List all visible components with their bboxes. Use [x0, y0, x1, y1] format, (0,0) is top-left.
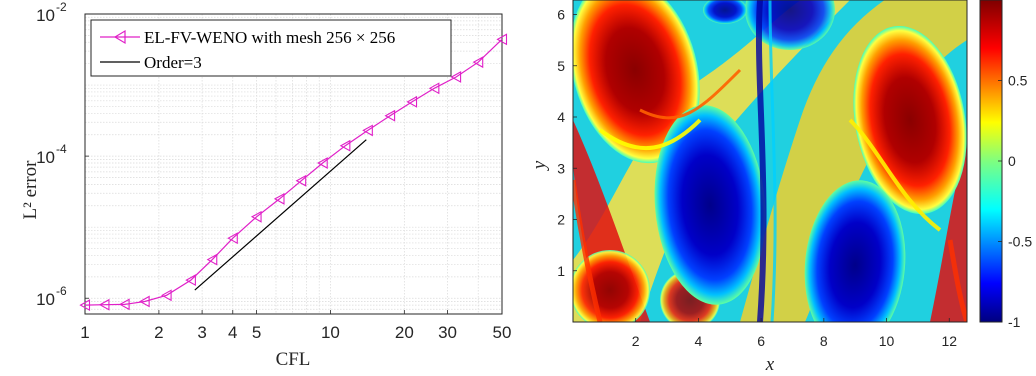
legend-marker-triangle-icon	[113, 29, 126, 45]
heatmap-y-tick-label: 1	[557, 263, 565, 279]
heatmap-x-tick-label: 6	[757, 333, 765, 349]
heatmap-x-axis-label: x	[765, 354, 775, 375]
heatmap-y-tick-label: 6	[557, 7, 565, 23]
data-point-marker	[250, 210, 262, 223]
data-point-marker	[227, 232, 238, 245]
data-point-marker	[139, 295, 150, 308]
data-point-marker	[472, 56, 484, 69]
x-tick-label: 3	[197, 323, 206, 342]
heatmap-x-tick-label: 12	[941, 333, 957, 349]
data-point-marker	[428, 82, 440, 95]
heatmap-x-tick-label: 10	[879, 333, 895, 349]
heatmap-y-tick-label: 4	[557, 109, 565, 125]
data-point-marker	[160, 289, 172, 302]
series-line-1	[84, 38, 503, 306]
x-tick-label: 50	[493, 323, 512, 342]
legend-box	[90, 19, 452, 77]
heatmap-y-tick-label: 5	[557, 58, 565, 74]
y-axis-label: L² error	[20, 160, 41, 220]
heatmap-y-tick-label: 2	[557, 212, 565, 228]
data-point-marker	[362, 124, 373, 137]
y-tick-exponent: -6	[56, 284, 67, 298]
y-tick-label: 10	[36, 148, 55, 167]
colorbar-tick-label: 0	[1008, 153, 1016, 169]
x-tick-label: 20	[395, 323, 414, 342]
heatmap-x-tick-label: 8	[820, 333, 828, 349]
data-point-marker	[98, 298, 110, 311]
colorbar-tick-label: 0.5	[1008, 73, 1028, 89]
x-tick-label: 2	[154, 323, 163, 342]
data-point-marker	[496, 33, 508, 46]
data-point-marker	[450, 71, 462, 83]
x-ticks: 1 2 3 4 5 10 20 30 50	[80, 310, 511, 342]
heatmap-x-tick-label: 2	[632, 333, 640, 349]
data-point-marker	[79, 299, 91, 312]
colorbar-tick-label: -1	[1008, 314, 1021, 330]
colorbar-ticks: -1 -0.5 0 0.5	[998, 73, 1032, 330]
heatmap-frame	[572, 0, 968, 323]
heatmap-field	[573, 0, 967, 322]
y-tick-exponent: -4	[56, 142, 67, 156]
data-point-marker	[295, 174, 307, 187]
data-point-marker	[317, 157, 328, 169]
plot-frame	[84, 13, 503, 315]
heatmap-y-tick-label: 3	[557, 160, 565, 176]
legend-label-series-1: EL-FV-WENO with mesh 256 × 256	[144, 28, 395, 47]
x-tick-label: 10	[321, 323, 340, 342]
y-tick-exponent: -2	[56, 0, 67, 14]
data-point-marker	[339, 139, 351, 152]
y-tick-label: 10	[36, 6, 55, 25]
heatmap-y-ticks: 1 2 3 4 5 6	[557, 7, 577, 279]
colorbar	[980, 0, 1002, 322]
data-point-marker	[206, 253, 218, 266]
y-ticks: 10-610-410-2	[36, 0, 89, 309]
data-point-marker	[185, 274, 196, 287]
series-line-2	[194, 139, 367, 291]
data-point-marker	[406, 95, 418, 108]
x-tick-label: 5	[252, 323, 261, 342]
convergence-plot: 1 2 3 4 5 10 20 30 50 10-610-410-2 EL-FV-WENO wi…	[20, 0, 511, 370]
x-axis-label: CFL	[276, 349, 311, 370]
heatmap-y-axis-label: y	[529, 160, 550, 171]
colorbar-tick-label: -0.5	[1008, 234, 1032, 250]
x-tick-label: 30	[438, 323, 457, 342]
legend-label-series-2: Order=3	[144, 53, 202, 72]
heatmap-x-tick-label: 4	[695, 333, 703, 349]
x-tick-label: 4	[228, 323, 237, 342]
x-tick-label: 1	[80, 323, 89, 342]
data-point-marker	[118, 298, 130, 311]
series-layer	[79, 33, 508, 312]
legend: EL-FV-WENO with mesh 256 × 256 Order=3	[90, 19, 452, 77]
heatmap-x-ticks: 2 4 6 8 10 12	[632, 318, 957, 349]
data-point-marker	[384, 109, 396, 122]
y-tick-label: 10	[36, 290, 55, 309]
data-point-marker	[273, 192, 285, 205]
